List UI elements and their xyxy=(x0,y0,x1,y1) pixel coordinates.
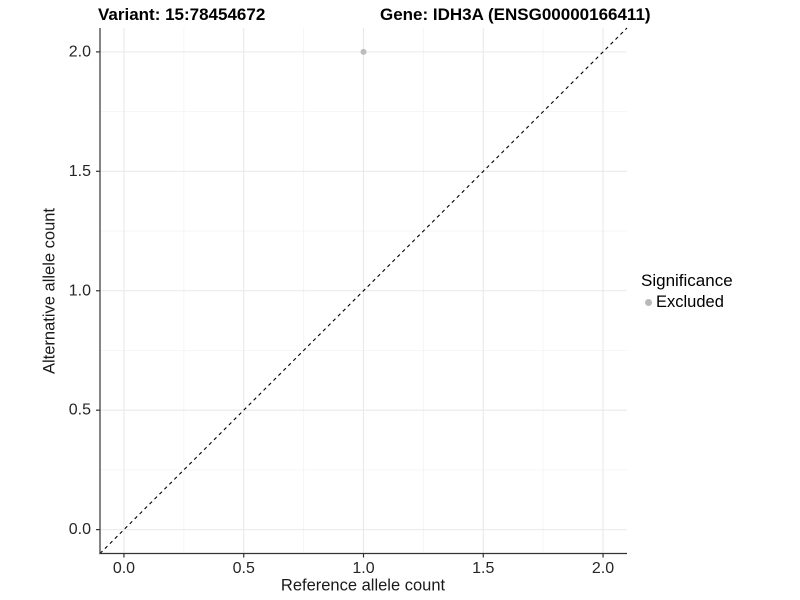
y-tick-label: 1.0 xyxy=(69,282,91,299)
x-tick-label: 2.0 xyxy=(592,560,614,577)
identity-dashed-line xyxy=(99,27,628,554)
gene-title: Gene: IDH3A (ENSG00000166411) xyxy=(380,5,651,24)
y-tick-label: 0.5 xyxy=(69,402,91,419)
legend-item-excluded: Excluded xyxy=(645,293,733,312)
x-axis-title: Reference allele count xyxy=(280,576,446,595)
x-tick-label: 1.0 xyxy=(352,560,374,577)
y-tick-label: 0.0 xyxy=(69,521,91,538)
y-axis-title: Alternative allele count xyxy=(40,207,59,375)
variant-title: Variant: 15:78454672 xyxy=(98,5,266,24)
x-tick-label: 1.5 xyxy=(472,560,494,577)
y-tick-label: 1.5 xyxy=(69,163,91,180)
data-point-excluded xyxy=(360,48,367,55)
excluded-point-icon xyxy=(645,299,652,306)
x-tick-label: 0.5 xyxy=(233,560,255,577)
y-tick-label: 2.0 xyxy=(69,43,91,60)
x-tick-label: 0.0 xyxy=(113,560,135,577)
legend: Significance Excluded xyxy=(641,271,733,312)
legend-title: Significance xyxy=(641,271,733,290)
legend-item-label: Excluded xyxy=(656,293,724,311)
